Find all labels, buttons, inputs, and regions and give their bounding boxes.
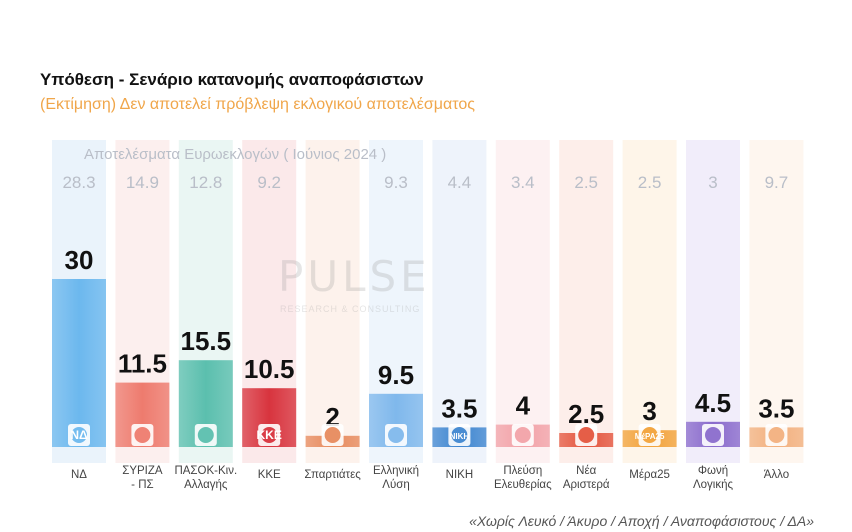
column-background: [749, 140, 804, 463]
party-logo-text: ΜέΡΑ25: [635, 432, 665, 441]
category-label: ΠΑΣΟΚ-Κιν. Αλλαγής: [174, 465, 237, 491]
data-label: 4: [516, 391, 531, 421]
data-label: 15.5: [180, 326, 231, 356]
euro-result-label: 28.3: [62, 173, 95, 192]
party-logo-text: ΚΚΕ: [257, 428, 282, 442]
euro-results-caption: Αποτελέσματα Ευρωεκλογών ( Ιούνιος 2024 …: [84, 146, 387, 163]
data-label: 4.5: [695, 388, 731, 418]
watermark-tagline: RESEARCH & CONSULTING: [280, 304, 421, 314]
category-label: ΚΚΕ: [258, 469, 281, 481]
data-label: 3.5: [758, 393, 794, 423]
euro-result-label: 4.4: [448, 173, 472, 192]
category-label: Πλεύση Ελευθερίας: [494, 465, 552, 491]
euro-result-label: 2.5: [638, 173, 662, 192]
party-logo-text: ΝΔ: [70, 428, 88, 442]
category-label: Άλλο: [764, 469, 789, 481]
category-label: ΝΔ: [71, 469, 87, 481]
party-logo-mark: [514, 427, 531, 443]
chart-title: Υπόθεση - Σενάριο κατανομής αναποφάσιστω…: [40, 70, 424, 89]
category-label: Νέα Αριστερά: [563, 465, 610, 491]
party-logo-mark: [71, 427, 87, 443]
data-label: 3.5: [441, 393, 477, 423]
category-label: Σπαρτιάτες: [304, 469, 361, 481]
party-logo-mark: [261, 427, 278, 443]
euro-result-label: 9.2: [257, 173, 281, 192]
data-label: 11.5: [118, 349, 167, 379]
column-background: [622, 140, 677, 463]
category-label: ΣΥΡΙΖΑ - ΠΣ: [122, 465, 163, 491]
pulse-watermark: PULSE RESEARCH & CONSULTING: [250, 252, 450, 322]
euro-result-label: 9.3: [384, 173, 408, 192]
euro-result-label: 3: [708, 173, 717, 192]
party-logo-mark: [705, 427, 721, 443]
column-background: [495, 140, 550, 463]
euro-result-label: 2.5: [574, 173, 598, 192]
party-logo-mark: [324, 427, 341, 443]
party-logo-mark: [641, 427, 658, 443]
party-logo-mark: [451, 427, 468, 443]
euro-result-label: 9.7: [765, 173, 789, 192]
category-label: Μέρα25: [629, 469, 670, 481]
party-logo-mark: [134, 427, 151, 443]
euro-result-label: 3.4: [511, 173, 535, 192]
category-label: Ελληνική Λύση: [373, 465, 419, 491]
euro-result-label: 14.9: [126, 173, 159, 192]
watermark-name: PULSE: [278, 252, 431, 301]
column-background: [305, 140, 360, 463]
column-background: [432, 140, 487, 463]
footer-note: «Χωρίς Λευκό / Άκυρο / Αποχή / Αναποφάσι…: [469, 513, 814, 529]
euro-result-label: 12.8: [189, 173, 222, 192]
category-label: ΝΙΚΗ: [446, 469, 473, 481]
party-logo-mark: [197, 427, 214, 443]
data-label: 10.5: [244, 354, 295, 384]
party-logo-mark: [768, 427, 785, 443]
data-label: 9.5: [378, 360, 414, 390]
party-logo-mark: [578, 427, 595, 443]
category-label: Φωνή Λογικής: [693, 465, 734, 491]
chart-subtitle: (Εκτίμηση) Δεν αποτελεί πρόβλεψη εκλογικ…: [40, 96, 475, 113]
data-label: 30: [65, 245, 94, 275]
column-background: [559, 140, 614, 463]
bar: [52, 279, 106, 447]
data-label: 3: [642, 396, 656, 426]
column-background: [686, 140, 740, 463]
party-logo-mark: [388, 427, 404, 443]
party-logo-text: ΝΙΚΗ: [450, 432, 470, 441]
